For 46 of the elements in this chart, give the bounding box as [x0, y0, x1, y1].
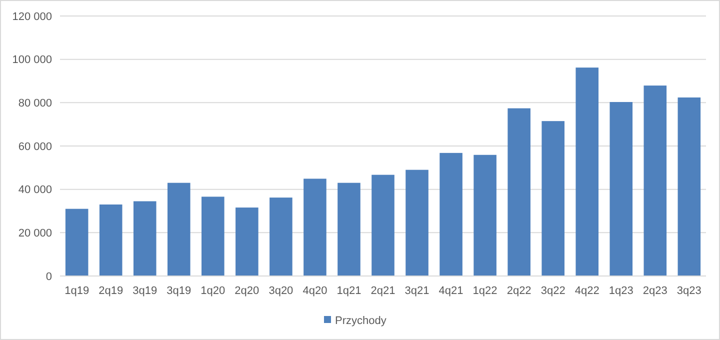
x-tick-label: 4q22 [574, 285, 600, 297]
x-tick-label: 1q23 [608, 285, 634, 297]
y-tick-label: 120 000 [12, 10, 52, 23]
bar [508, 108, 530, 276]
bar [474, 154, 496, 276]
x-tick-label: 2q23 [642, 285, 668, 297]
y-tick-label: 80 000 [18, 98, 52, 110]
x-tick-label: 3q22 [540, 285, 566, 297]
bar [99, 204, 122, 276]
x-tick-label: 1q19 [64, 285, 90, 297]
bar [542, 121, 564, 276]
x-tick-label: 3q23 [676, 285, 702, 297]
x-tick-label: 3q21 [404, 285, 430, 297]
bar [270, 198, 292, 276]
bar [440, 152, 462, 276]
y-tick-label: 60 000 [18, 140, 52, 153]
bar [644, 86, 667, 276]
x-tick-label: 1q20 [200, 285, 226, 297]
bar [576, 68, 599, 276]
x-tick-label: 2q20 [234, 285, 260, 297]
y-tick-label: 0 [46, 270, 52, 283]
x-tick-label: 3q19 [132, 285, 158, 297]
y-tick-label: 100 000 [12, 54, 52, 66]
bar [202, 196, 224, 276]
bar [236, 208, 258, 276]
y-tick-label: 20 000 [18, 228, 52, 240]
x-tick-label: 2q22 [506, 285, 532, 297]
x-tick-label: 4q20 [302, 285, 328, 297]
bar [678, 97, 701, 276]
bar [338, 182, 360, 276]
x-tick-label: 3q19 [166, 285, 192, 297]
bar [65, 208, 88, 276]
bar [610, 102, 633, 276]
x-tick-label: 2q21 [370, 285, 396, 297]
legend-label: Przychody [335, 314, 387, 327]
x-tick-label: 1q21 [336, 285, 362, 297]
bar [304, 178, 326, 276]
bar [372, 174, 394, 276]
bar [133, 201, 156, 276]
y-tick-label: 40 000 [18, 184, 52, 196]
x-tick-label: 1q22 [472, 285, 498, 297]
bar [406, 170, 428, 276]
bar [167, 182, 190, 276]
x-tick-label: 4q21 [438, 285, 464, 297]
x-tick-label: 3q20 [268, 285, 294, 297]
x-tick-label: 2q19 [98, 285, 124, 297]
